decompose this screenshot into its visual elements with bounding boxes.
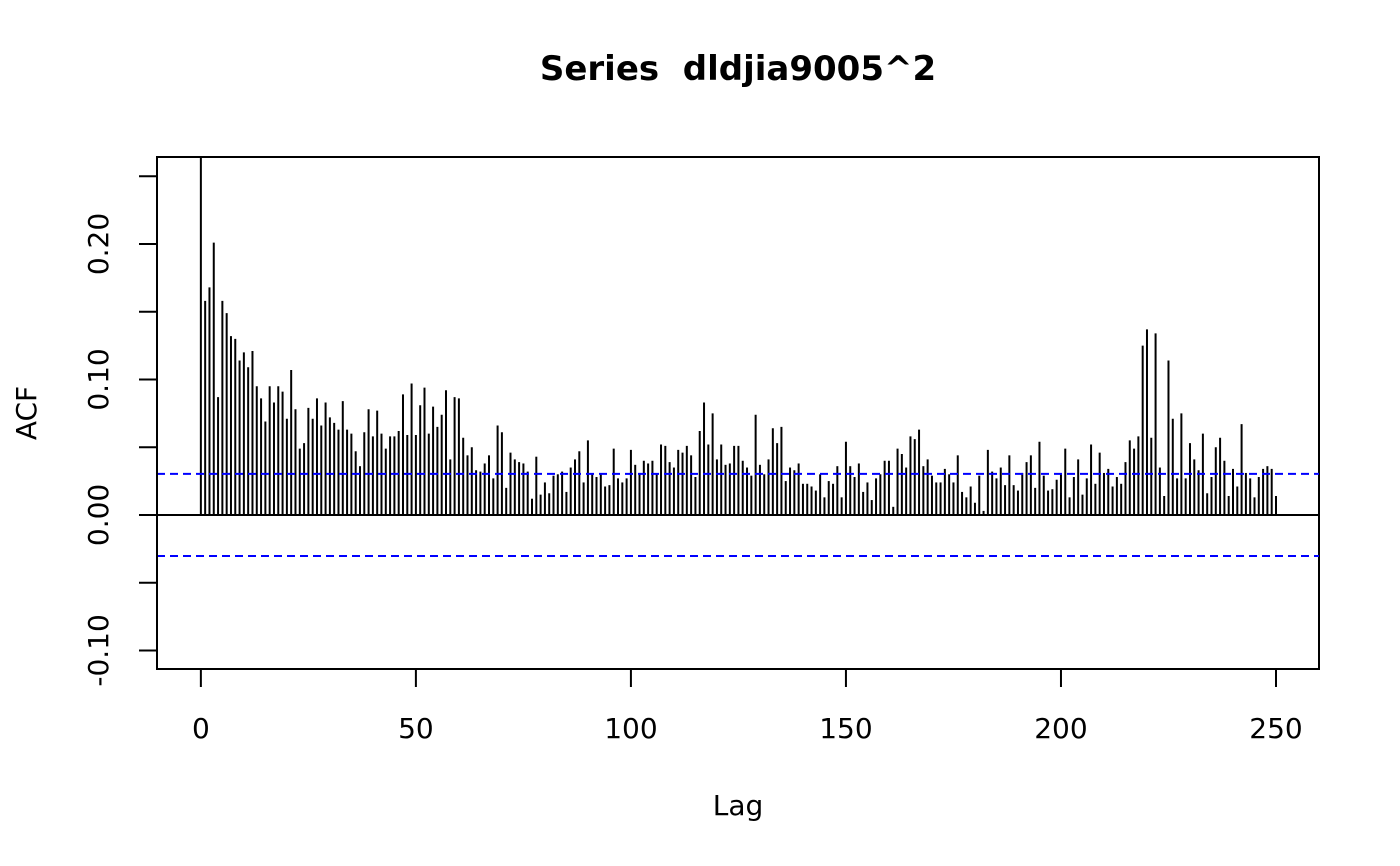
x-tick-label: 50	[398, 712, 434, 745]
x-tick-label: 100	[604, 712, 657, 745]
x-tick-label: 250	[1249, 712, 1302, 745]
y-tick-label: 0.00	[82, 484, 115, 546]
x-tick-label: 0	[192, 712, 210, 745]
x-tick-label: 200	[1034, 712, 1087, 745]
y-tick-label: 0.20	[82, 213, 115, 275]
chart-title: Series dldjia9005^2	[540, 49, 936, 89]
x-axis-label: Lag	[713, 789, 764, 822]
y-axis-label: ACF	[10, 386, 43, 440]
y-tick-label: 0.10	[82, 348, 115, 410]
x-tick-label: 150	[819, 712, 872, 745]
y-tick-label: -0.10	[82, 614, 115, 686]
plot-area	[157, 157, 1319, 558]
plot-box	[156, 156, 1320, 670]
